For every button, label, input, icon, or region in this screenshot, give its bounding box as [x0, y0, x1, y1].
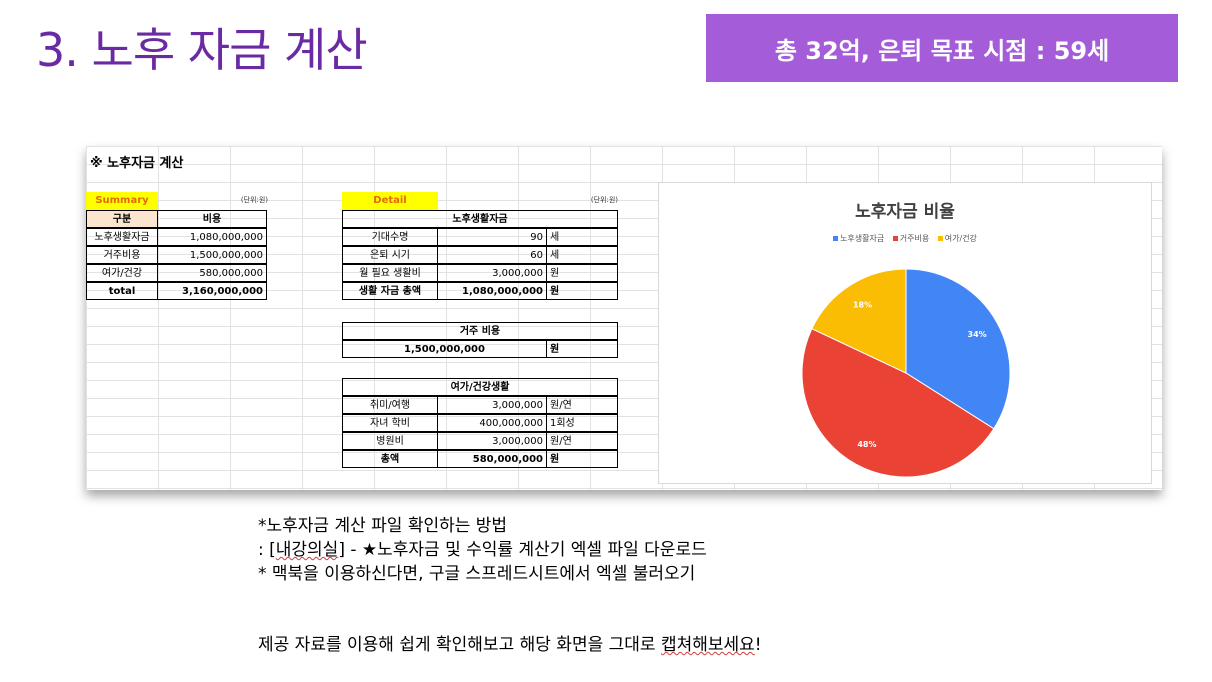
summary-unit: (단위:원) [240, 196, 268, 204]
slide-title: 3. 노후 자금 계산 [36, 23, 368, 77]
living-row-value: 60 [437, 246, 547, 264]
pie-data-label: 48% [857, 440, 876, 449]
note-line-1: *노후자금 계산 파일 확인하는 방법 [258, 516, 508, 536]
spreadsheet-screenshot: ※ 노후자금 계산 Summary (단위:원) 구분 비용 노후생활자금 1,… [86, 146, 1162, 490]
legend-item: 노후생활자금 [833, 234, 884, 243]
living-header: 노후생활자금 [342, 210, 618, 228]
pie-data-label: 34% [968, 330, 987, 339]
living-row-unit: 원 [546, 264, 618, 282]
leisure-row-value: 400,000,000 [437, 414, 547, 432]
note-suffix: ] - ★노후자금 및 수익률 계산기 엑셀 파일 다운로드 [338, 540, 707, 560]
living-row-name: 은퇴 시기 [342, 246, 438, 264]
summary-header-cost: 비용 [157, 210, 267, 228]
summary-total-label: total [86, 282, 158, 300]
living-total-label: 생활 자금 총액 [342, 282, 438, 300]
leisure-header: 여가/건강생활 [342, 378, 618, 396]
living-row-name: 월 필요 생활비 [342, 264, 438, 282]
note-prefix: : [ [258, 540, 276, 560]
summary-row-name: 여가/건강 [86, 264, 158, 282]
chart-title: 노후자금 비율 [855, 202, 955, 222]
note-prefix: 제공 자료를 이용해 쉽게 확인해보고 해당 화면을 그대로 [258, 635, 661, 655]
note-suffix: ! [754, 635, 762, 655]
note-line-3: * 맥북을 이용하신다면, 구글 스프레드시트에서 엑셀 불러오기 [258, 564, 696, 584]
leisure-row-unit: 1회성 [546, 414, 618, 432]
leisure-row-unit: 원/연 [546, 432, 618, 450]
legend-item: 여가/건강 [937, 234, 977, 243]
leisure-row-name: 병원비 [342, 432, 438, 450]
living-row-unit: 세 [546, 228, 618, 246]
living-total-unit: 원 [546, 282, 618, 300]
pie-data-label: 18% [853, 301, 872, 310]
living-row-name: 기대수명 [342, 228, 438, 246]
housing-unit: 원 [546, 340, 618, 358]
leisure-row-unit: 원/연 [546, 396, 618, 414]
leisure-row-name: 취미/여행 [342, 396, 438, 414]
living-row-value: 3,000,000 [437, 264, 547, 282]
summary-row-name: 거주비용 [86, 246, 158, 264]
summary-total-value: 3,160,000,000 [157, 282, 267, 300]
legend-item: 거주비용 [892, 234, 930, 243]
note-line-4: 제공 자료를 이용해 쉽게 확인해보고 해당 화면을 그대로 캡쳐해보세요! [258, 630, 762, 655]
summary-row-value: 1,080,000,000 [157, 228, 267, 246]
pie-svg: 34% 48% 18% [801, 268, 1011, 478]
legend-label: 노후생활자금 [840, 234, 885, 243]
leisure-total-label: 총액 [342, 450, 438, 468]
legend-label: 여가/건강 [944, 234, 977, 243]
note-line-2: : [내강의실] - ★노후자금 및 수익률 계산기 엑셀 파일 다운로드 [258, 538, 707, 562]
leisure-row-value: 3,000,000 [437, 396, 547, 414]
summary-row-name: 노후생활자금 [86, 228, 158, 246]
summary-header-category: 구분 [86, 210, 158, 228]
leisure-total-value: 580,000,000 [437, 450, 547, 468]
detail-unit: (단위:원) [590, 196, 618, 204]
classroom-link[interactable]: 내강의실 [275, 540, 339, 560]
sheet-title: ※ 노후자금 계산 [90, 156, 184, 171]
living-row-value: 90 [437, 228, 547, 246]
housing-value: 1,500,000,000 [342, 340, 547, 358]
instructions: *노후자금 계산 파일 확인하는 방법 : [내강의실] - ★노후자금 및 수… [258, 514, 707, 586]
summary-row-value: 1,500,000,000 [157, 246, 267, 264]
housing-header: 거주 비용 [342, 322, 618, 340]
legend-label: 거주비용 [899, 234, 930, 243]
pie-slice [801, 328, 995, 478]
living-row-unit: 세 [546, 246, 618, 264]
leisure-row-name: 자녀 학비 [342, 414, 438, 432]
summary-banner: 총 32억, 은퇴 목표 시점 : 59세 [706, 14, 1178, 82]
leisure-total-unit: 원 [546, 450, 618, 468]
summary-label: Summary [86, 192, 158, 210]
summary-row-value: 580,000,000 [157, 264, 267, 282]
leisure-row-value: 3,000,000 [437, 432, 547, 450]
pie-chart: 노후자금 비율 노후생활자금 거주비용 여가/건강 34% 48% 18% [658, 182, 1152, 484]
detail-label: Detail [342, 192, 438, 210]
chart-legend: 노후생활자금 거주비용 여가/건강 [659, 233, 1151, 244]
living-total-value: 1,080,000,000 [437, 282, 547, 300]
capture-word: 캡쳐해보세요 [660, 635, 755, 655]
pie-slice [905, 268, 1011, 430]
pie-slice [811, 268, 907, 374]
